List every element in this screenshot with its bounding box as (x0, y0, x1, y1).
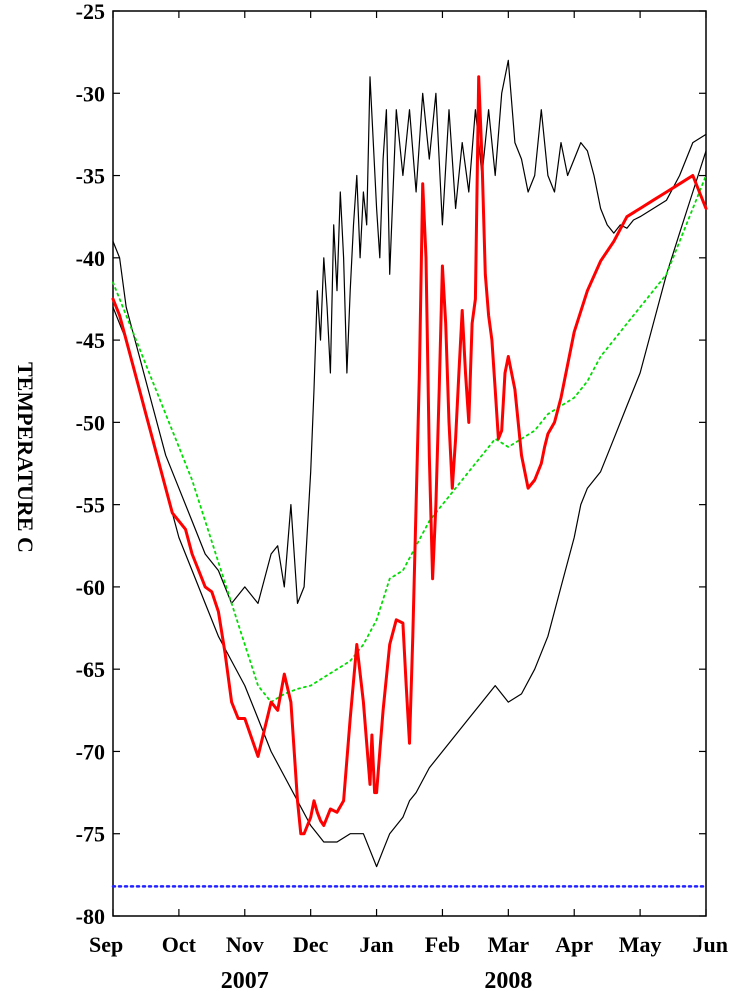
y-tick-label: -55 (76, 493, 105, 518)
y-tick-label: -35 (76, 164, 105, 189)
y-tick-label: -80 (76, 904, 105, 929)
x-tick-label: May (619, 932, 662, 957)
plot-frame (112, 10, 707, 917)
x-tick-label: Dec (293, 932, 329, 957)
y-tick-label: -75 (76, 822, 105, 847)
year-label: 2008 (484, 968, 532, 994)
series-lines (111, 59, 708, 888)
y-tick-label: -40 (76, 246, 105, 271)
x-tick-label: Feb (425, 932, 460, 957)
y-tick-label: -45 (76, 328, 105, 353)
year-label: 2007 (221, 968, 269, 994)
x-tick-label: Oct (162, 932, 197, 957)
series-line-3 (112, 174, 707, 703)
y-tick-label: -65 (76, 657, 105, 682)
y-tick-label: -60 (76, 575, 105, 600)
axis-ticks (112, 10, 707, 917)
x-tick-label: Nov (226, 932, 264, 957)
y-tick-label: -25 (76, 0, 105, 24)
tick-labels: -25 -30 -35 -40 -45 -50 -55 -60 -65 -70 -75 -80 Sep O… (76, 0, 728, 994)
y-tick-label: -70 (76, 739, 105, 764)
x-tick-label: Sep (89, 932, 123, 957)
series-line-1 (112, 59, 707, 605)
y-tick-label: -50 (76, 410, 105, 435)
x-tick-label: Apr (555, 932, 593, 957)
y-tick-label: -30 (76, 81, 105, 106)
series-line-2 (112, 150, 707, 868)
series-line-0 (111, 75, 708, 836)
y-axis-label: TEMPERATURE C (13, 362, 38, 553)
x-tick-label: Mar (488, 932, 530, 957)
x-tick-label: Jun (693, 932, 728, 957)
x-tick-label: Jan (359, 932, 393, 957)
